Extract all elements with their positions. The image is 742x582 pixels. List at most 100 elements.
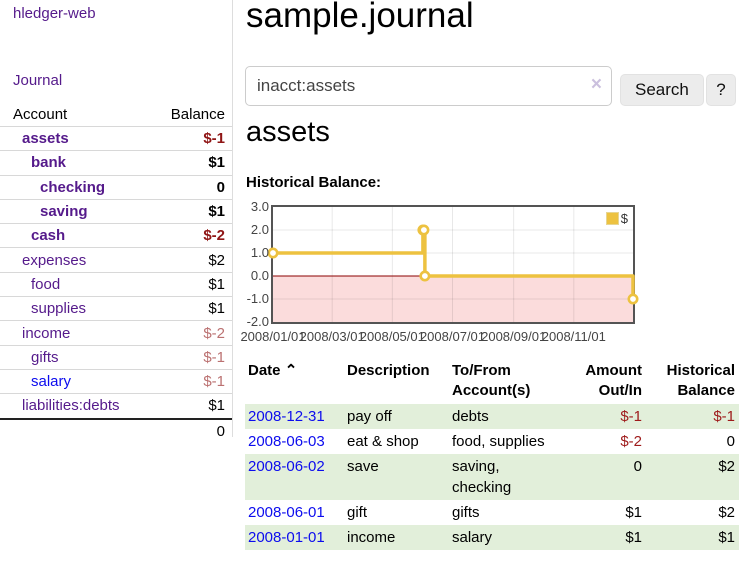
transaction-date-link[interactable]: 2008-06-01	[248, 504, 325, 521]
legend-swatch-icon	[605, 212, 619, 225]
transaction-balance: $-1	[713, 408, 735, 425]
transaction-accounts: salary	[452, 529, 493, 546]
sidebar-account-row: supplies $1	[0, 296, 232, 320]
help-button[interactable]: ?	[706, 74, 736, 106]
y-axis-tick-label: 1.0	[250, 245, 269, 260]
transaction-description: eat & shop	[347, 433, 419, 450]
account-balance: $-2	[203, 324, 225, 342]
account-link-salary[interactable]: salary	[31, 373, 72, 391]
transaction-date-link[interactable]: 2008-12-31	[248, 408, 325, 425]
accounts-balance-table: Account Balance assets $-1 bank $1 checking 0…	[0, 104, 232, 440]
transaction-balance: $1	[718, 529, 735, 546]
transaction-accounts: debts	[452, 408, 489, 425]
account-balance: $1	[208, 154, 225, 172]
sidebar-item-journal[interactable]: Journal	[13, 72, 63, 89]
transaction-date-link[interactable]: 2008-01-01	[248, 529, 325, 546]
date-column-header[interactable]: Date ⌃	[248, 362, 298, 379]
sidebar-account-row: gifts $-1	[0, 344, 232, 369]
transaction-accounts: food, supplies	[452, 433, 545, 450]
register-header-row: Date ⌃ Description To/From Account(s) Am…	[245, 358, 739, 404]
account-link-food[interactable]: food	[31, 275, 61, 293]
account-link-cash[interactable]: cash	[31, 227, 66, 245]
transaction-date-link[interactable]: 2008-06-02	[248, 458, 325, 475]
account-balance: $-2	[203, 227, 225, 245]
account-balance: $1	[208, 397, 225, 415]
transaction-balance: $2	[718, 458, 735, 475]
account-link-gifts[interactable]: gifts	[31, 348, 59, 366]
register-row[interactable]: 2008-12-31 pay off debts $-1 $-1	[245, 404, 739, 429]
account-balance: $1	[208, 203, 225, 221]
historical-balance-chart: $ 3.0 2.0 1.0 0.0 -1.0 -2.0 2008/01/01 2008/03/…	[240, 199, 742, 345]
transaction-accounts: saving, checking	[452, 458, 512, 496]
account-link-bank[interactable]: bank	[31, 154, 67, 172]
register-row[interactable]: 2008-06-01 gift gifts $1 $2	[245, 500, 739, 525]
account-link-liabilities-debts[interactable]: liabilities:debts	[22, 397, 120, 415]
sidebar-account-row: saving $1	[0, 198, 232, 223]
accounts-total-value: 0	[216, 422, 225, 440]
transaction-amount: $-2	[620, 433, 642, 450]
transaction-balance: $2	[718, 504, 735, 521]
account-link-saving[interactable]: saving	[40, 203, 88, 221]
account-balance: $-1	[203, 130, 225, 148]
transaction-balance: 0	[726, 433, 735, 450]
description-column-header: Description	[347, 362, 430, 379]
account-link-checking[interactable]: checking	[40, 178, 106, 196]
sort-ascending-icon: ⌃	[284, 362, 298, 379]
account-balance: $1	[208, 275, 225, 293]
transaction-amount: $1	[625, 529, 642, 546]
x-axis-tick-label: 2008/05/01	[359, 329, 425, 344]
transaction-description: income	[347, 529, 396, 546]
search-input[interactable]	[245, 66, 612, 106]
legend-series-label: $	[620, 211, 628, 226]
account-link-income[interactable]: income	[22, 324, 71, 342]
transaction-description: gift	[347, 504, 368, 521]
clear-search-icon[interactable]: ×	[590, 74, 602, 95]
register-row[interactable]: 2008-06-02 save saving, checking 0 $2	[245, 454, 739, 500]
y-axis-tick-label: 2.0	[250, 222, 269, 237]
transaction-description: pay off	[347, 408, 392, 425]
x-axis-tick-label: 2008/01/01	[240, 329, 306, 344]
register-row[interactable]: 2008-06-03 eat & shop food, supplies $-2 0	[245, 429, 739, 454]
sidebar-account-row: income $-2	[0, 320, 232, 344]
y-axis-tick-label: -2.0	[246, 314, 269, 329]
search-form: × Search ?	[245, 66, 742, 106]
x-axis-tick-label: 2008/11/01	[541, 329, 606, 344]
chart-legend: $	[605, 211, 628, 226]
accounts-rows: assets $-1 bank $1 checking 0 saving $1 cash $-2 e…	[0, 126, 232, 418]
x-axis-tick-label: 2008/07/01	[419, 329, 486, 344]
accounts-table-header: Account Balance	[0, 104, 232, 126]
chart-plot-area: $	[267, 205, 639, 324]
account-link-supplies[interactable]: supplies	[31, 300, 87, 318]
transaction-amount: $-1	[620, 408, 642, 425]
y-axis-tick-label: -1.0	[246, 291, 269, 306]
account-balance: 0	[216, 178, 225, 196]
sidebar-account-row: checking 0	[0, 174, 232, 199]
historical-balance-label: Historical Balance:	[246, 174, 382, 191]
account-link-assets[interactable]: assets	[22, 130, 69, 148]
register-row[interactable]: 2008-01-01 income salary $1 $1	[245, 525, 739, 550]
account-column-header: Account	[13, 106, 68, 123]
sidebar-account-row: food $1	[0, 271, 232, 296]
y-axis-tick-label: 3.0	[250, 199, 269, 214]
x-axis-tick-label: 2008/09/01	[481, 329, 547, 344]
register-table: Date ⌃ Description To/From Account(s) Am…	[245, 358, 739, 550]
account-link-expenses[interactable]: expenses	[22, 251, 87, 269]
tofrom-accounts-column-header: To/From Account(s)	[452, 362, 531, 399]
account-heading: assets	[246, 116, 330, 148]
main-content: sample.journal × Search ? assets Histori…	[240, 0, 742, 582]
x-axis-tick-label: 2008/03/01	[299, 329, 365, 344]
y-axis-tick-label: 0.0	[250, 268, 269, 283]
account-balance: $2	[208, 251, 225, 269]
transaction-amount: 0	[633, 458, 642, 475]
brand-link[interactable]: hledger-web	[13, 5, 96, 22]
sidebar-account-row: expenses $2	[0, 247, 232, 271]
transaction-amount: $1	[625, 504, 642, 521]
sidebar-account-row: bank $1	[0, 150, 232, 174]
balance-column-header: Historical Balance	[666, 362, 735, 399]
account-balance: $1	[208, 300, 225, 318]
search-input-wrap: ×	[245, 66, 612, 106]
sidebar-account-row: cash $-2	[0, 223, 232, 247]
search-button[interactable]: Search	[620, 74, 704, 106]
transaction-date-link[interactable]: 2008-06-03	[248, 433, 325, 450]
